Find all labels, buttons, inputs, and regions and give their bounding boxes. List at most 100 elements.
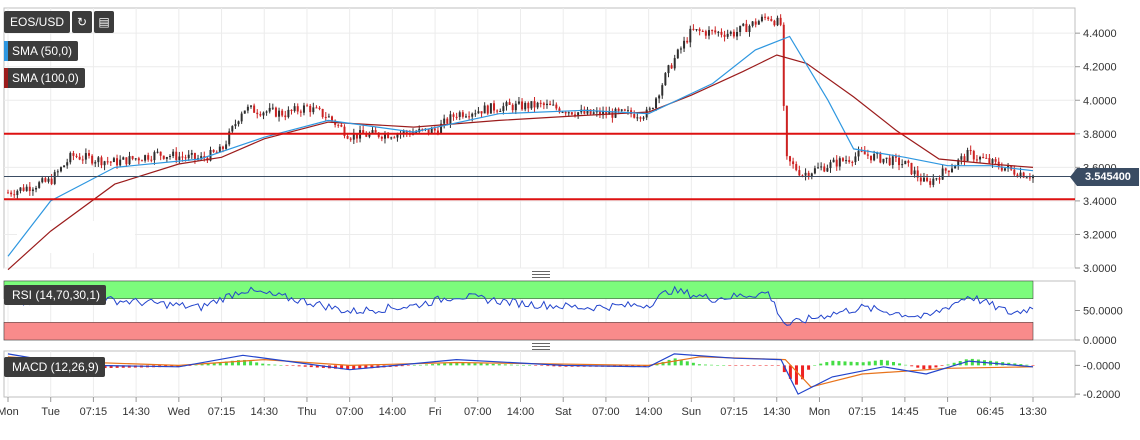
candle-body [586,109,589,114]
candle-body [493,103,496,111]
candle-body [950,168,953,173]
candle-body [863,151,866,155]
candle-body [84,153,87,160]
candle-body [891,156,894,165]
macd-histogram-bar [831,360,835,366]
candle-body [131,156,134,159]
candle-body [530,101,533,109]
candle-body [165,157,168,159]
candle-body [792,161,795,165]
candle-body [22,187,25,191]
x-tick-label: 07:00 [592,406,620,418]
candle-body [486,105,489,114]
x-tick-label: Sun [682,406,702,418]
x-tick-label: Wed [168,406,190,418]
candle-body [415,131,418,133]
candle-body [701,31,704,33]
x-tick-label: 13:30 [1019,406,1047,418]
candle-body [44,178,47,182]
macd-histogram-bar [546,365,550,367]
rsi-legend[interactable]: RSI (14,70,30,1) [4,285,107,305]
candle-body [639,117,642,119]
candle-body [66,162,69,166]
candle-body [122,157,125,160]
candle-body [119,159,122,166]
macd-histogram-bar [522,365,526,366]
candle-body [228,131,231,145]
candle-body [667,65,670,74]
candle-body [296,106,299,112]
rsi-panel-resize-handle[interactable] [532,271,550,278]
candle-body [723,34,726,37]
macd-histogram-bar [461,362,465,366]
candle-body [941,168,944,180]
macd-histogram-bar [103,365,107,369]
macd-legend[interactable]: MACD (12,26,9) [4,357,105,377]
macd-histogram-bar [922,365,926,370]
candle-body [193,153,196,159]
macd-histogram-bar [224,361,228,366]
macd-histogram-bar [770,365,774,366]
candle-body [396,134,399,138]
candle-body [483,105,486,114]
candle-body [187,154,190,159]
macd-histogram-bar [801,365,805,380]
candle-body [514,103,517,111]
sma100-legend[interactable]: SMA (100,0) [4,68,85,88]
candle-body [838,158,841,167]
candle-body [570,112,573,115]
macd-histogram-bar [540,365,544,366]
symbol-label[interactable]: EOS/USD [4,11,71,33]
calendar-icon[interactable]: ▤ [94,11,115,33]
sma50-legend[interactable]: SMA (50,0) [4,41,79,61]
macd-panel-frame [3,350,1076,398]
candle-body [798,170,801,176]
macd-histogram-bar [485,363,489,366]
macd-histogram-bar [1013,363,1017,366]
candle-body [97,157,100,163]
macd-histogram-bar [716,365,720,366]
x-tick-label: 14:30 [763,406,791,418]
candle-body [287,109,290,118]
candle-body [278,110,281,117]
macd-histogram-bar [194,364,198,366]
macd-histogram-bar [843,361,847,366]
candle-body [13,194,16,196]
y-tick-label: 4.0000 [1083,95,1117,107]
candle-body [237,121,240,125]
candle-body [894,156,897,158]
candle-body [281,110,284,116]
macd-histogram-bar [788,365,792,379]
candle-body [106,161,109,163]
candle-body [729,31,732,34]
candle-body [888,157,891,165]
candle-body [387,133,390,139]
rsi-oversold-zone [3,322,1034,341]
macd-histogram-bar [358,365,362,370]
candle-body [698,29,701,32]
candle-body [620,109,623,111]
macd-histogram-bar [273,364,277,366]
macd-histogram-bar [807,365,811,370]
macd-histogram-bar [236,360,240,366]
candle-body [539,102,542,104]
macd-histogram-bar [424,364,428,366]
candle-body [848,160,851,162]
candle-body [636,117,639,119]
candle-body [262,112,265,116]
candle-body [343,126,346,137]
candle-body [776,17,779,26]
candle-body [745,23,748,32]
candle-body [542,103,545,106]
candle-body [1022,172,1025,178]
refresh-icon[interactable]: ↻ [72,11,93,33]
x-tick-label: 07:15 [80,406,108,418]
candle-body [144,155,147,161]
candle-body [751,21,754,26]
candle-body [477,111,480,114]
rsi-line [7,285,1034,326]
macd-panel-resize-handle[interactable] [532,343,550,350]
macd-histogram-bar [449,362,453,366]
y-tick-label: 4.4000 [1083,28,1117,40]
